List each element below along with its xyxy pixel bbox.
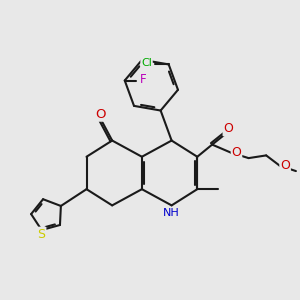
- Text: O: O: [95, 108, 105, 121]
- Text: O: O: [232, 146, 242, 159]
- Text: O: O: [224, 122, 233, 135]
- Text: NH: NH: [163, 208, 180, 218]
- Text: S: S: [38, 228, 46, 241]
- Text: Cl: Cl: [141, 58, 152, 68]
- Text: F: F: [140, 73, 146, 86]
- Text: O: O: [280, 159, 290, 172]
